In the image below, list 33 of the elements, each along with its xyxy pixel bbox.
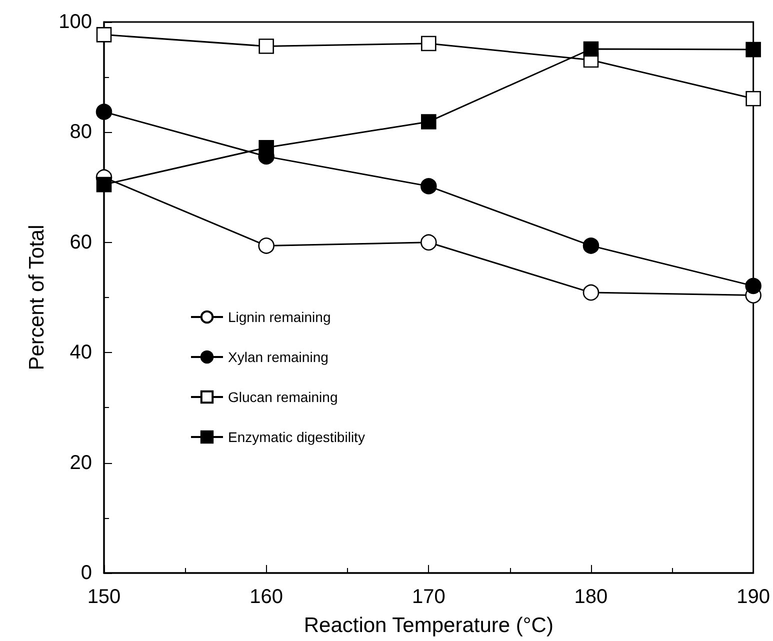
y-axis-title: Percent of Total xyxy=(26,224,49,370)
y-tick-label: 40 xyxy=(70,342,92,364)
point xyxy=(421,114,436,130)
point xyxy=(258,140,274,156)
point xyxy=(582,238,600,254)
point xyxy=(745,278,762,294)
point xyxy=(96,104,112,120)
x-tick-label: 170 xyxy=(412,586,446,608)
point xyxy=(420,178,437,194)
y-tick-label: 60 xyxy=(70,231,92,254)
point xyxy=(746,90,761,106)
y-tick-label: 0 xyxy=(80,562,92,584)
legend-label: Enzymatic digestibility xyxy=(228,429,365,445)
point xyxy=(420,234,437,251)
point xyxy=(421,36,436,52)
point xyxy=(258,238,274,254)
x-tick-label: 190 xyxy=(736,586,770,608)
x-tick-label: 160 xyxy=(250,586,284,608)
legend-label: Xylan remaining xyxy=(228,349,328,365)
point xyxy=(582,284,600,301)
y-tick-label: 20 xyxy=(70,452,92,474)
point xyxy=(583,41,599,57)
point xyxy=(258,38,274,54)
point xyxy=(96,176,112,192)
y-tick-label: 100 xyxy=(58,11,92,33)
point xyxy=(746,42,761,58)
x-tick-label: 150 xyxy=(87,586,121,608)
legend-label: Lignin remaining xyxy=(228,309,331,325)
y-tick-label: 80 xyxy=(70,121,92,144)
point xyxy=(96,27,112,42)
legend-label: Glucan remaining xyxy=(228,389,338,405)
x-tick-label: 180 xyxy=(574,586,608,608)
x-axis-title: Reaction Temperature (°C) xyxy=(304,614,554,637)
